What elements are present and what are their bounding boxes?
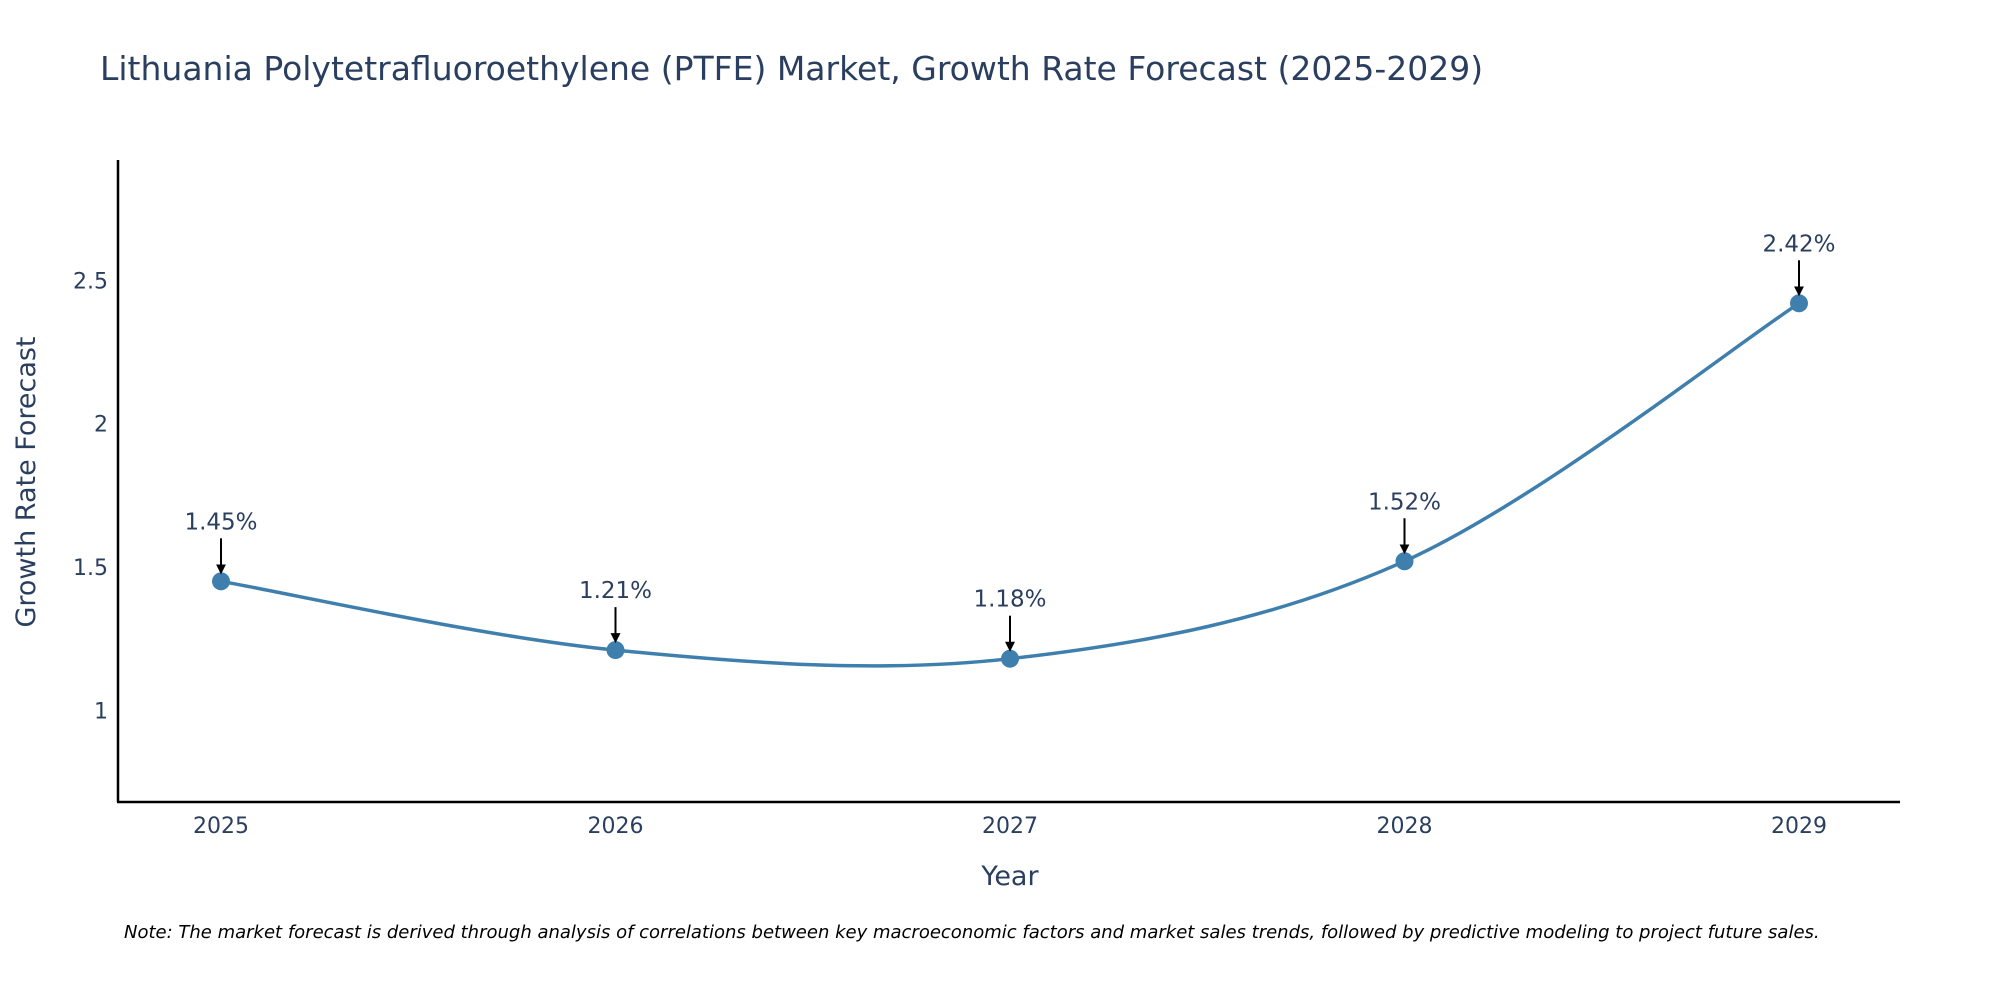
x-tick-label: 2025 (193, 814, 249, 839)
data-label-2026: 1.21% (579, 578, 652, 604)
x-axis-title: Year (980, 861, 1039, 892)
y-tick-label: 1 (94, 699, 108, 724)
data-point-2025 (212, 572, 230, 591)
data-label-2025: 1.45% (184, 509, 257, 535)
x-tick-label: 2028 (1377, 814, 1433, 839)
data-label-2029: 2.42% (1762, 231, 1835, 257)
data-point-2029 (1790, 294, 1808, 313)
data-label-2028: 1.52% (1368, 489, 1441, 515)
x-tick-label: 2027 (982, 814, 1038, 839)
chart-title: Lithuania Polytetrafluoroethylene (PTFE)… (100, 49, 1483, 88)
x-tick-label: 2026 (588, 814, 644, 839)
y-tick-label: 2 (94, 413, 108, 438)
data-label-2027: 1.18% (973, 587, 1046, 613)
data-point-2028 (1395, 552, 1414, 571)
y-tick-label: 1.5 (73, 556, 108, 581)
data-point-2026 (606, 641, 625, 660)
y-tick-label: 2.5 (73, 269, 108, 294)
y-axis-title: Growth Rate Forecast (11, 336, 42, 627)
data-point-2027 (1001, 649, 1019, 668)
data-points (212, 294, 1808, 668)
data-annotations: 1.45% 1.21% 1.18% 1.52% 2.42% (184, 231, 1836, 652)
x-axis-ticks: 2025 2026 2027 2028 2029 (193, 814, 1827, 839)
methodology-note: Note: The market forecast is derived thr… (124, 922, 1820, 943)
y-axis-ticks: 1 1.5 2 2.5 (73, 269, 108, 724)
x-tick-label: 2029 (1771, 814, 1827, 839)
